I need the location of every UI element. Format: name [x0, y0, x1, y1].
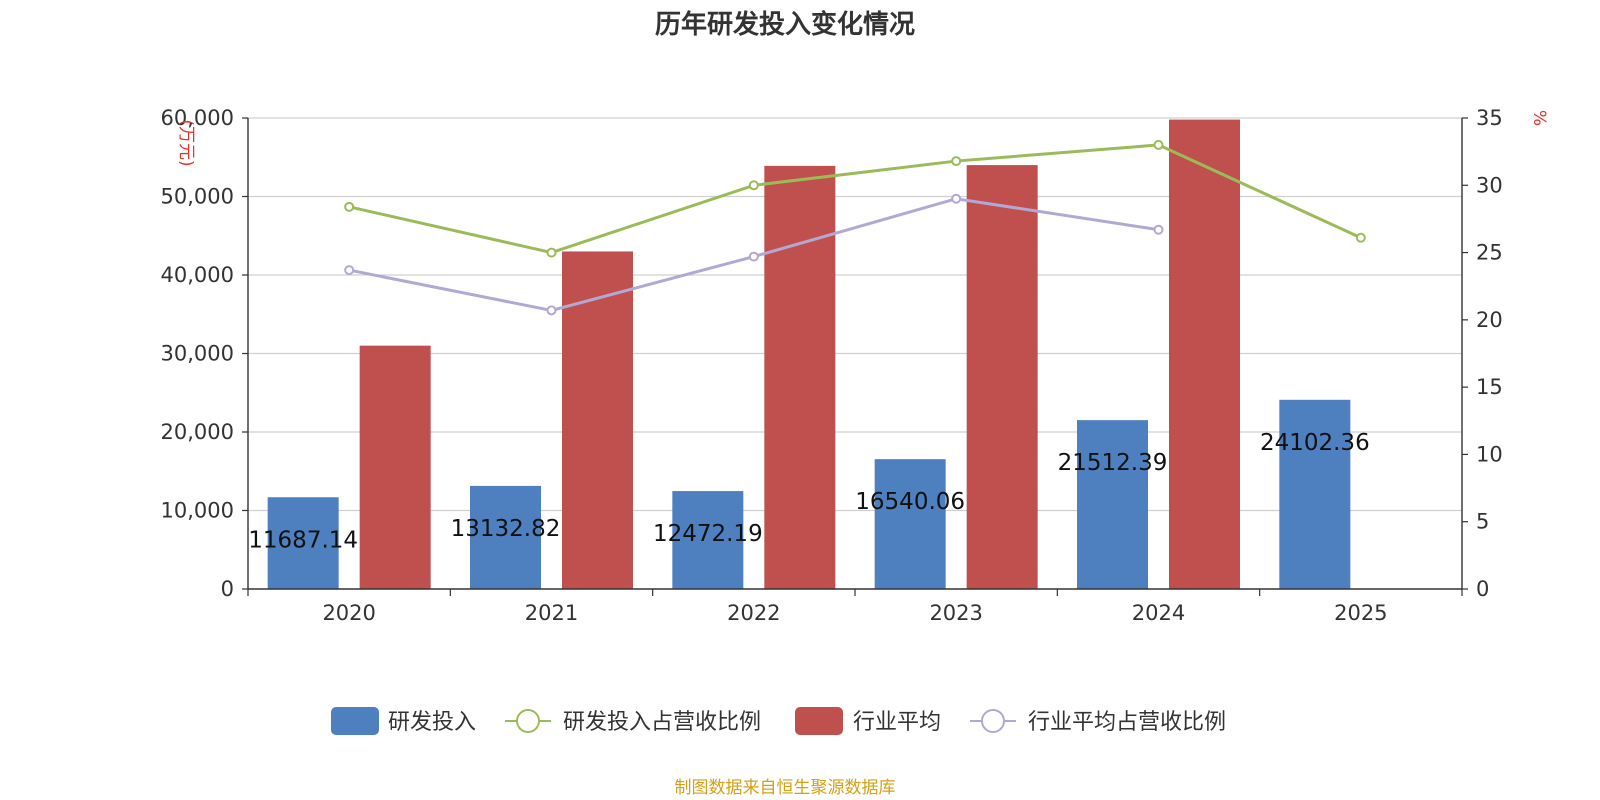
right-tick-label: 30: [1476, 173, 1503, 197]
bar-industry: [359, 345, 431, 589]
right-tick-label: 15: [1476, 375, 1503, 399]
bar-marks: 11687.14 13132.82 12472.19 16540.06 21512.39…: [248, 119, 1370, 589]
line-point: [951, 193, 962, 204]
legend: 研发投入 研发投入占营收比例 行业平均 行业平均占营收比例: [331, 707, 1226, 735]
right-tick-label: 0: [1476, 577, 1489, 601]
bar-data-label: 21512.39: [1058, 450, 1168, 476]
left-tick-label: 0: [221, 577, 234, 601]
chart-title: 历年研发投入变化情况: [655, 9, 915, 40]
right-tick-label: 5: [1476, 510, 1489, 534]
line-point: [1153, 224, 1164, 235]
left-tick-label: 30,000: [161, 342, 234, 366]
right-tick-label: 25: [1476, 241, 1503, 265]
bar-industry: [562, 251, 633, 589]
legend-label: 行业平均: [853, 710, 941, 735]
bar-rd: [1077, 420, 1148, 589]
legend-marker: [516, 709, 540, 733]
left-tick-label: 40,000: [161, 263, 234, 287]
legend-label: 行业平均占营收比例: [1028, 710, 1226, 735]
right-tick-label: 20: [1476, 308, 1503, 332]
line-point: [1355, 232, 1366, 243]
right-tick-label: 35: [1476, 106, 1503, 130]
source-note: 制图数据来自恒生聚源数据库: [675, 778, 896, 798]
line-point: [951, 156, 962, 167]
line-point: [1153, 139, 1164, 150]
left-tick-label: 10,000: [161, 499, 234, 523]
x-tick-label: 2025: [1334, 601, 1387, 625]
legend-label: 研发投入: [388, 710, 476, 735]
x-tick-label: 2023: [929, 601, 982, 625]
bar-rd: [1279, 399, 1351, 589]
line-point: [748, 251, 759, 262]
bar-industry: [966, 165, 1038, 589]
bar-data-label: 24102.36: [1260, 430, 1370, 456]
legend-swatch: [331, 707, 379, 735]
legend-label: 研发投入占营收比例: [563, 710, 761, 735]
bar-data-label: 13132.82: [451, 516, 561, 542]
bar-rd: [874, 459, 946, 589]
legend-swatch: [795, 707, 843, 735]
bar-data-label: 16540.06: [855, 489, 965, 515]
line-point: [748, 180, 759, 191]
bar-data-label: 11687.14: [248, 527, 358, 553]
x-tick-label: 2024: [1132, 601, 1185, 625]
bar-data-label: 12472.19: [653, 521, 763, 547]
grid-lines: [248, 117, 1462, 512]
bar-rd: [267, 497, 339, 589]
bar-rd: [470, 485, 541, 589]
right-axis-unit: %: [1529, 110, 1549, 126]
bar-industry: [1169, 119, 1240, 589]
left-tick-label: 60,000: [161, 106, 234, 130]
x-tick-label: 2021: [525, 601, 578, 625]
x-tick-label: 2022: [727, 601, 780, 625]
bar-rd: [672, 491, 744, 589]
line-point: [546, 305, 557, 316]
left-tick-label: 50,000: [161, 185, 234, 209]
line-point: [344, 265, 355, 276]
legend-marker: [981, 709, 1005, 733]
line-point: [546, 247, 557, 258]
line-1: [348, 143, 1362, 255]
left-axis-unit: (万元): [176, 119, 196, 166]
bar-industry: [764, 165, 836, 589]
axes: 0 10,000 20,000 30,000 40,000 50,000 60,000 0 5 1…: [161, 106, 1503, 625]
right-tick-label: 10: [1476, 442, 1503, 466]
line-marks: [344, 139, 1366, 316]
line-point: [344, 201, 355, 212]
left-tick-label: 20,000: [161, 420, 234, 444]
x-tick-label: 2020: [322, 601, 375, 625]
